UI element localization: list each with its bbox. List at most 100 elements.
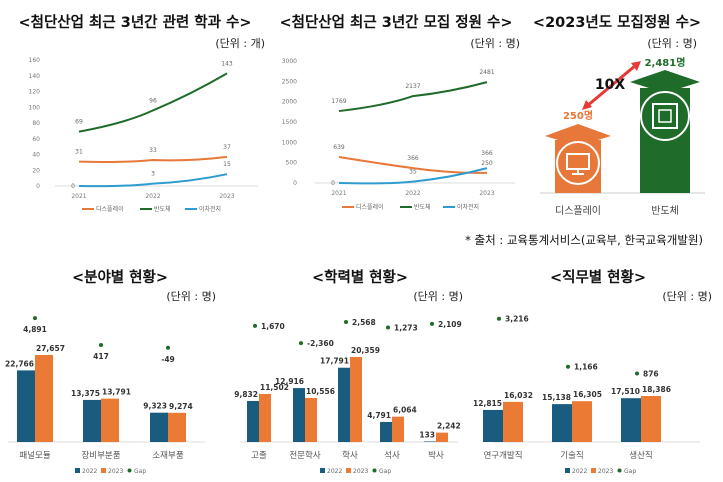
category-label: 장비부분품 — [81, 450, 120, 461]
bar-2022 — [424, 441, 436, 442]
legend-label: Gap — [379, 468, 391, 475]
category-label: 생산직 — [629, 450, 652, 461]
bar-2023 — [305, 397, 317, 442]
chart2-unit: (단위 : 명) — [470, 37, 520, 50]
bar-value-label: 16,032 — [504, 391, 533, 400]
gap-value-label: 417 — [93, 352, 109, 361]
y-tick-label: 100 — [29, 104, 41, 111]
semi-label: 반도체 — [651, 205, 679, 217]
bar-2023 — [641, 396, 661, 442]
data-label: 33 — [149, 147, 157, 154]
category-label: 패널모듈 — [19, 450, 50, 461]
gap-marker — [430, 321, 434, 326]
legend-swatch — [565, 468, 570, 473]
data-label: 0 — [331, 180, 335, 187]
bar-value-label: 9,274 — [169, 402, 193, 411]
chip-icon — [652, 103, 678, 129]
y-tick-label: 120 — [29, 89, 41, 96]
bar-value-label: 9,832 — [234, 390, 258, 399]
legend-label: 2023 — [108, 468, 123, 475]
bar-value-label: 4,791 — [367, 411, 391, 420]
data-label: 0 — [71, 183, 75, 190]
legend-swatch — [591, 468, 596, 473]
bar-2022 — [247, 400, 259, 442]
y-tick-label: 20 — [32, 167, 40, 174]
y-tick-label: 500 — [286, 160, 298, 167]
data-label: 250 — [481, 160, 493, 167]
x-tick-label: 2022 — [145, 193, 160, 200]
series-line-battery — [338, 167, 488, 185]
category-label: 연구개발직 — [483, 450, 522, 461]
data-label: 2137 — [405, 83, 420, 90]
legend-label: Gap — [624, 468, 636, 475]
series-line-semi — [338, 81, 488, 113]
bar-value-label: 10,556 — [306, 387, 335, 396]
x-tick-label: 2021 — [331, 190, 346, 197]
ratio-label: 10X — [595, 77, 625, 93]
bar-value-label: 2,242 — [437, 422, 461, 431]
bar-2022 — [483, 409, 503, 442]
data-label: 96 — [149, 97, 157, 104]
gap-value-label: 1,670 — [261, 322, 285, 331]
bar-value-label: 16,305 — [573, 390, 602, 399]
y-tick-label: 0 — [293, 180, 297, 187]
bar-value-label: 22,766 — [5, 359, 34, 368]
legend-swatch — [101, 468, 106, 473]
bar-value-label: 13,375 — [71, 389, 100, 398]
gap-value-label: 2,568 — [352, 318, 376, 327]
data-label: 1769 — [331, 98, 346, 105]
legend-swatch — [372, 468, 377, 473]
category-label: 고졸 — [251, 451, 267, 461]
bar-2023 — [259, 393, 271, 442]
bar-2022 — [338, 367, 350, 442]
y-tick-label: 60 — [32, 136, 40, 143]
graduation-cap-icon — [630, 70, 700, 93]
gap-marker — [635, 371, 639, 376]
gap-value-label: 1,273 — [394, 324, 418, 333]
category-label: 소재부품 — [152, 451, 183, 461]
category-label: 박사 — [428, 450, 444, 461]
data-label: 15 — [223, 161, 231, 168]
bar-value-label: 17,510 — [611, 387, 640, 396]
bar-2022 — [150, 412, 168, 442]
legend-label: 디스플레이 — [356, 203, 384, 211]
legend-label: 2023 — [598, 468, 613, 475]
data-label: 31 — [75, 149, 83, 156]
category-label: 석사 — [384, 450, 400, 461]
display-badge — [556, 141, 600, 185]
display-label: 디스플레이 — [555, 205, 601, 217]
bar-2022 — [552, 404, 572, 442]
chart4-unit: (단위 : 명) — [413, 290, 463, 303]
gap-value-label: 3,216 — [505, 315, 529, 324]
x-tick-label: 2023 — [479, 190, 494, 197]
chart5-unit: (단위 : 명) — [662, 290, 712, 303]
monitor-icon — [566, 153, 590, 175]
bar-value-label: 6,064 — [393, 406, 417, 415]
ratio-arrow-icon — [582, 61, 641, 110]
data-label: 366 — [407, 155, 419, 162]
semi-badge — [640, 91, 690, 141]
bar-2023 — [572, 401, 592, 442]
infographic-title: <2023년도 모집정원 수> — [533, 13, 701, 31]
chart4-title: <학력별 현황> — [312, 268, 408, 286]
x-tick-label: 2023 — [219, 193, 234, 200]
gap-value-label: 1,166 — [574, 363, 598, 372]
legend-label: Gap — [134, 468, 146, 475]
gap-value-label: 2,109 — [438, 320, 462, 329]
legend-label: 반도체 — [154, 205, 171, 213]
bar-2023 — [392, 416, 404, 442]
data-label: 366 — [481, 150, 493, 157]
infographic: 10X 250명 2,481명 디스플레이 반도체 — [540, 56, 705, 217]
bar-2022 — [380, 421, 392, 442]
gap-value-label: -49 — [161, 355, 175, 364]
legend-label: 이차전지 — [457, 203, 479, 211]
legend-swatch — [75, 468, 80, 473]
bar-2022 — [621, 398, 641, 442]
legend-label: 이차전지 — [199, 205, 221, 213]
legend-label: 2023 — [353, 468, 368, 475]
x-tick-label: 2021 — [71, 193, 86, 200]
data-label: 37 — [223, 144, 231, 151]
category-label: 전문학사 — [289, 450, 320, 461]
bar-2023 — [168, 412, 186, 442]
y-tick-label: 0 — [36, 183, 40, 190]
